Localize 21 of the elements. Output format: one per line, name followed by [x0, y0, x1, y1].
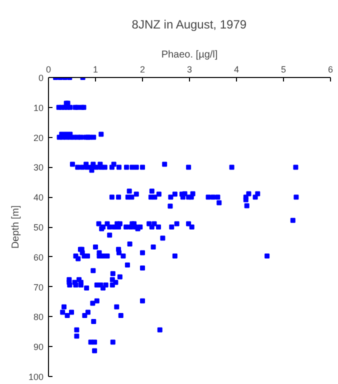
x-tick-label: 0	[46, 64, 52, 74]
y-tick-label: 90	[33, 342, 44, 352]
y-tick-label: 10	[33, 102, 44, 113]
y-tick-label: 50	[33, 222, 44, 232]
y-tick-label: 60	[33, 252, 44, 262]
y-tick-label: 30	[33, 162, 44, 173]
y-tick-label: 40	[33, 192, 44, 203]
x-tick-label: 6	[328, 64, 334, 74]
y-tick-label: 100	[28, 372, 44, 382]
y-axis-title: Depth [m]	[10, 205, 22, 249]
x-tick-label: 2	[140, 64, 146, 74]
x-axis-title: Phaeo. [µg/l]	[161, 50, 218, 60]
y-tick-label: 70	[33, 282, 44, 292]
chart-title: 8JNZ in August, 1979	[132, 18, 247, 32]
y-tick-label: 20	[33, 132, 44, 143]
x-tick-label: 4	[234, 64, 240, 74]
y-tick-label: 80	[33, 312, 44, 322]
x-tick-label: 3	[186, 64, 192, 74]
x-tick-label: 1	[92, 64, 98, 74]
x-tick-label: 5	[280, 64, 286, 74]
y-tick-label: 0	[38, 73, 44, 83]
